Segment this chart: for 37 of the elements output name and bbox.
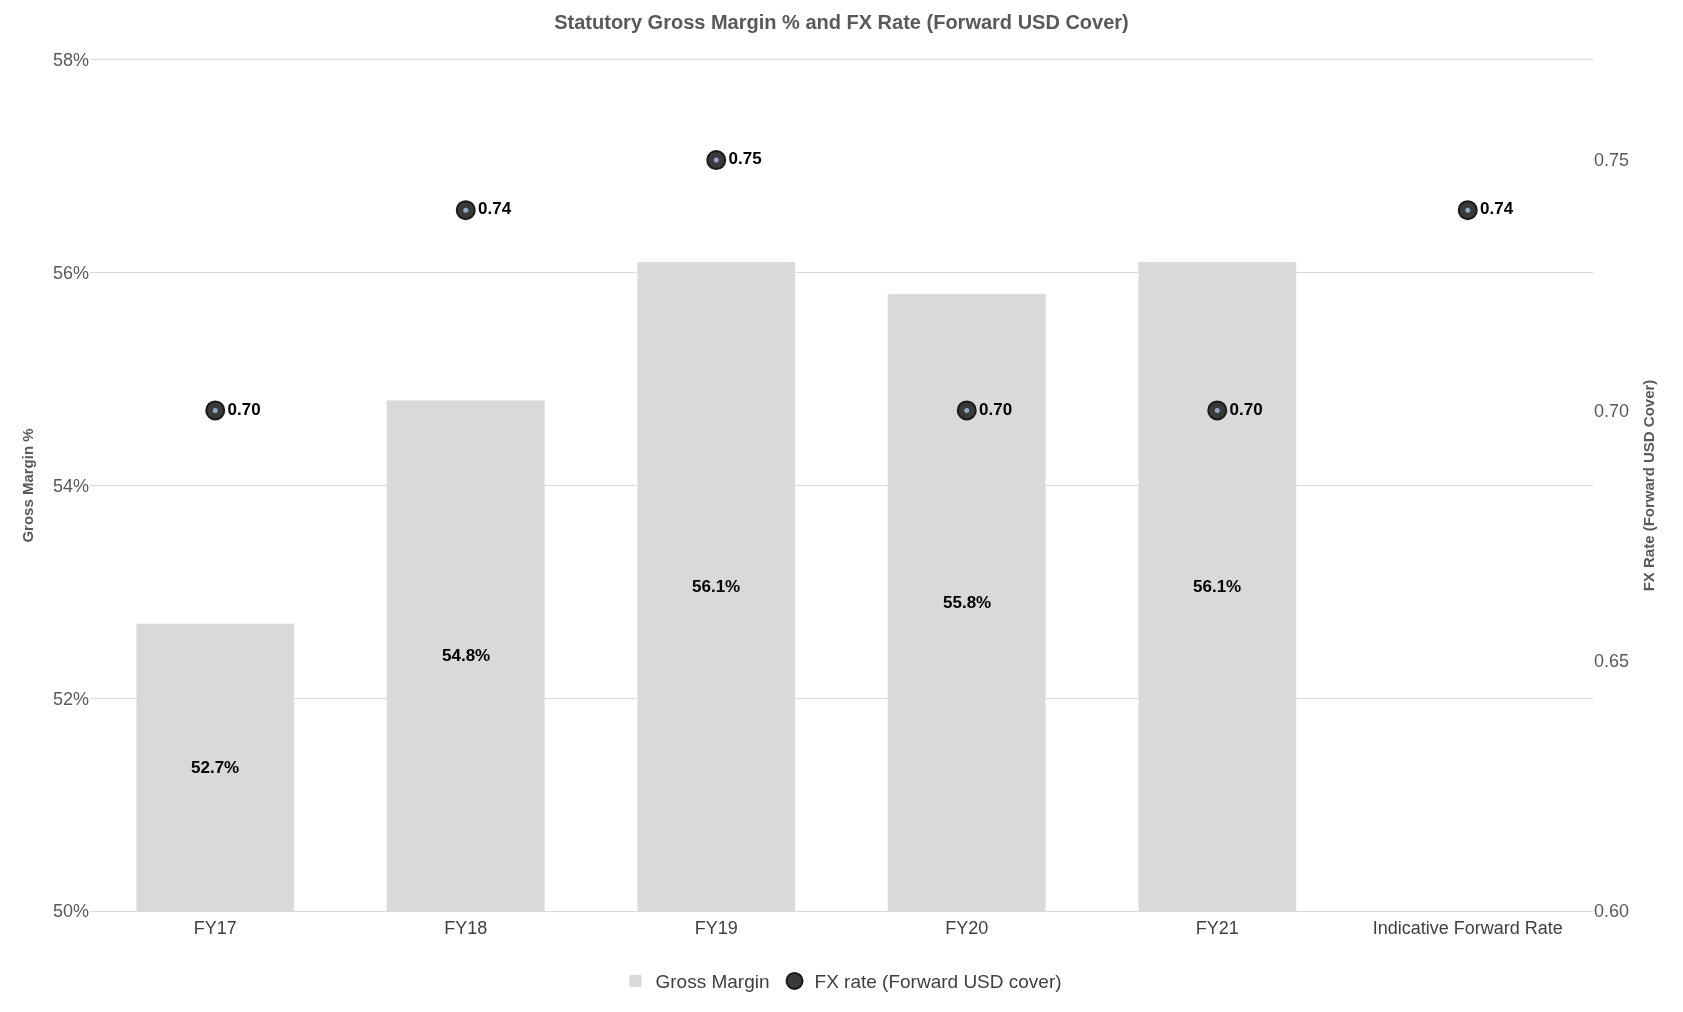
data-label: 0.70 [979, 399, 1013, 419]
y-tick-label: 52% [52, 688, 89, 709]
legend-label: FX rate (Forward USD cover) [814, 971, 1062, 993]
y-tick-label: 54% [52, 475, 89, 496]
point [205, 400, 226, 421]
x-tick-label: FY18 [444, 917, 488, 938]
data-label: 55.8% [943, 593, 992, 612]
y-tick-label: 58% [52, 50, 89, 71]
point [1207, 400, 1228, 421]
point [706, 150, 727, 171]
data-label: 52.7% [191, 758, 240, 777]
y-tick-label: 56% [52, 263, 89, 284]
y2-tick-label: 0.60 [1594, 901, 1630, 922]
data-label: 0.75 [728, 149, 762, 169]
data-label: 56.1% [692, 577, 741, 596]
point [455, 200, 476, 221]
legend-label: Gross Margin [655, 971, 770, 993]
y2-tick-label: 0.65 [1594, 651, 1630, 672]
y2-axis-title: FX Rate (Forward USD Cover) [1640, 379, 1658, 592]
data-label: 0.74 [478, 199, 512, 219]
x-tick-label: FY21 [1195, 917, 1239, 938]
x-tick-label: Indicative Forward Rate [1372, 917, 1563, 938]
data-label: 0.70 [227, 399, 261, 419]
y2-tick-label: 0.70 [1594, 400, 1630, 421]
point [956, 400, 977, 421]
chart-title: Statutory Gross Margin % and FX Rate (Forward USD Cover) [554, 11, 1129, 34]
point [1457, 200, 1478, 221]
y-tick-label: 50% [52, 901, 89, 922]
x-tick-label: FY20 [945, 917, 989, 938]
data-label: 54.8% [442, 646, 491, 665]
data-label: 0.70 [1229, 399, 1263, 419]
x-tick-label: FY19 [694, 917, 738, 938]
y2-tick-label: 0.75 [1594, 150, 1630, 171]
data-label: 0.74 [1480, 199, 1514, 219]
data-label: 56.1% [1193, 577, 1242, 596]
x-tick-label: FY17 [193, 917, 237, 938]
y-axis-title: Gross Margin % [19, 428, 37, 543]
